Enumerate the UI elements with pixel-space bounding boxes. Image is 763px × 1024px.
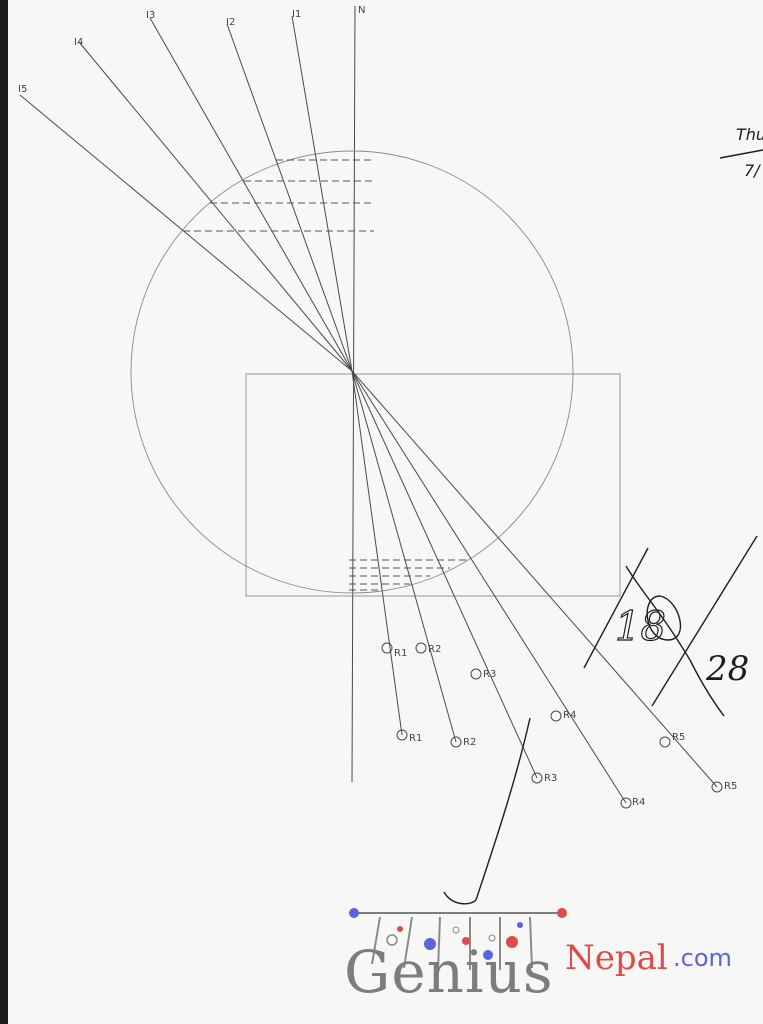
pin-label: R5	[672, 732, 685, 743]
corner-note-bottom: 7/	[744, 161, 761, 180]
pins-lower: R1 R2 R3 R4 R5	[396, 729, 737, 809]
pin-marker	[711, 781, 723, 793]
pin-label: R2	[428, 644, 441, 655]
incident-rays	[19, 15, 353, 372]
pin-marker	[415, 642, 427, 654]
incident-label-1: I1	[292, 9, 301, 20]
logo-dot-blue	[349, 908, 359, 918]
incident-ray-5	[19, 94, 353, 372]
pin-marker	[620, 797, 632, 809]
pin-marker	[470, 668, 482, 680]
incident-ray-3	[149, 17, 353, 372]
pen-stroke	[625, 565, 725, 717]
pin-marker	[659, 736, 671, 748]
pen-stroke	[646, 595, 682, 641]
incident-ray-2	[226, 23, 353, 372]
logo-flask-lines	[371, 916, 533, 971]
pen-stroke	[583, 547, 649, 669]
logo-bubble	[452, 926, 460, 934]
incident-ray-1	[291, 15, 353, 372]
brand-tld: .com	[673, 944, 732, 972]
logo-bubble	[424, 938, 436, 950]
logo-bubble	[483, 950, 493, 960]
pen-tick	[443, 717, 531, 905]
pin-label: R5	[724, 781, 737, 792]
pin-marker	[450, 736, 462, 748]
teacher-marks: 28 18 Thu 7/	[443, 125, 763, 905]
glass-slab	[245, 373, 621, 597]
lower-projections	[349, 559, 470, 591]
logo-bubble	[488, 934, 496, 942]
pin-label: R1	[409, 733, 422, 744]
normal-line	[351, 5, 356, 783]
genius-logo-graphic	[349, 908, 567, 971]
pen-stroke	[719, 149, 763, 159]
score-marks: 18	[615, 604, 666, 650]
logo-bubble	[386, 934, 398, 946]
upper-projections	[183, 159, 374, 232]
protractor-circle	[130, 150, 574, 594]
logo-bubble	[506, 936, 518, 948]
pin-label: R1	[394, 648, 407, 659]
pen-stroke	[651, 535, 758, 707]
pin-label: R3	[544, 773, 557, 784]
normal-label: N	[358, 5, 365, 16]
pin-label: R4	[563, 710, 576, 721]
logo-bubble	[517, 922, 523, 928]
logo-bubble	[462, 937, 470, 945]
incident-ray-4	[78, 41, 353, 372]
incident-label-3: I3	[146, 10, 155, 21]
corner-note-top: Thu	[736, 125, 763, 144]
incident-label-4: I4	[74, 37, 83, 48]
reflected-ray-5	[351, 370, 718, 788]
pin-label: R2	[463, 737, 476, 748]
incident-label-2: I2	[226, 17, 235, 28]
total-marks: 28	[705, 649, 749, 689]
pin-marker	[550, 710, 562, 722]
pin-marker	[396, 729, 408, 741]
logo-dot-red	[557, 908, 567, 918]
pin-label: R3	[483, 669, 496, 680]
logo-bubble	[397, 926, 403, 932]
reflected-ray-2	[351, 370, 457, 743]
pin-label: R4	[632, 797, 645, 808]
pin-marker	[381, 642, 393, 654]
reflected-ray-3	[351, 370, 538, 779]
scan-edge	[0, 0, 8, 1024]
reflected-rays	[351, 370, 718, 804]
brand-main: Genius	[344, 938, 554, 1006]
reflected-ray-1	[351, 370, 403, 736]
brand-suffix: Nepal	[565, 938, 668, 978]
pin-marker	[531, 772, 543, 784]
incident-label-5: I5	[18, 84, 27, 95]
incident-labels: I1 I2 I3 I4 I5	[18, 9, 301, 95]
pins-upper: R1 R2 R3 R4 R5	[381, 642, 685, 748]
reflected-ray-4	[351, 370, 627, 804]
